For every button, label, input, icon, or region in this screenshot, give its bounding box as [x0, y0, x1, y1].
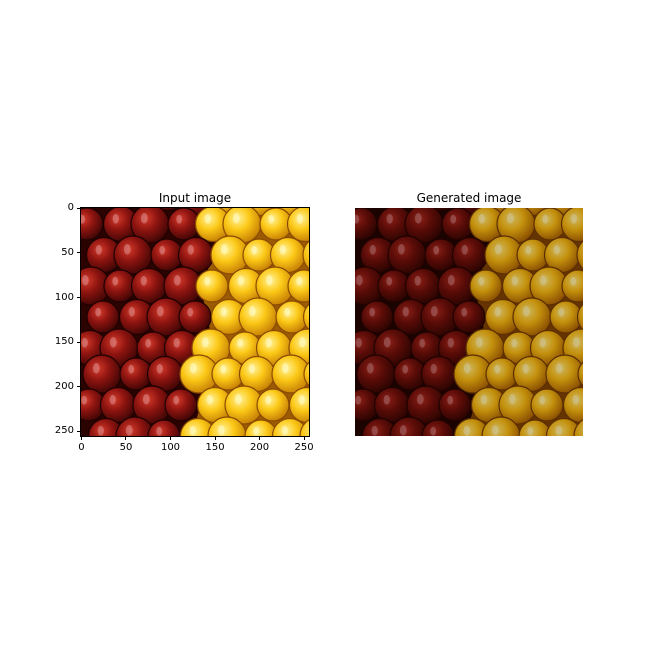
- y-tick-mark: [77, 207, 81, 209]
- y-tick-label: 0: [67, 202, 74, 214]
- x-tick-mark: [125, 436, 127, 440]
- x-tick-mark: [80, 436, 82, 440]
- x-tick-label: 50: [119, 442, 133, 453]
- x-tick-label: 250: [294, 442, 314, 453]
- x-tick-mark: [303, 436, 305, 440]
- y-tick-mark: [77, 297, 81, 298]
- y-tick-mark: [77, 341, 81, 343]
- x-tick-mark: [214, 436, 216, 440]
- y-tick-label: 200: [54, 380, 74, 392]
- y-tick-label: 100: [54, 291, 74, 303]
- y-tick-label: 50: [61, 246, 74, 258]
- y-tick-label: 150: [54, 336, 74, 348]
- y-tick-mark: [77, 430, 81, 432]
- generated-image: [355, 208, 583, 436]
- x-tick-label: 100: [160, 442, 181, 453]
- input-image-canvas: [81, 208, 309, 436]
- y-tick-mark: [77, 252, 81, 254]
- input-image: [81, 208, 309, 436]
- y-tick-label: 250: [54, 425, 74, 437]
- x-tick-mark: [259, 436, 261, 440]
- x-tick-label: 150: [205, 442, 225, 453]
- x-tick-label: 0: [78, 442, 85, 453]
- generated-image-title: Generated image: [416, 191, 522, 205]
- x-tick-label: 200: [250, 442, 270, 453]
- x-tick-mark: [170, 436, 171, 440]
- generated-image-canvas: [355, 208, 583, 436]
- y-tick-mark: [77, 386, 81, 388]
- input-image-title: Input image: [158, 191, 232, 205]
